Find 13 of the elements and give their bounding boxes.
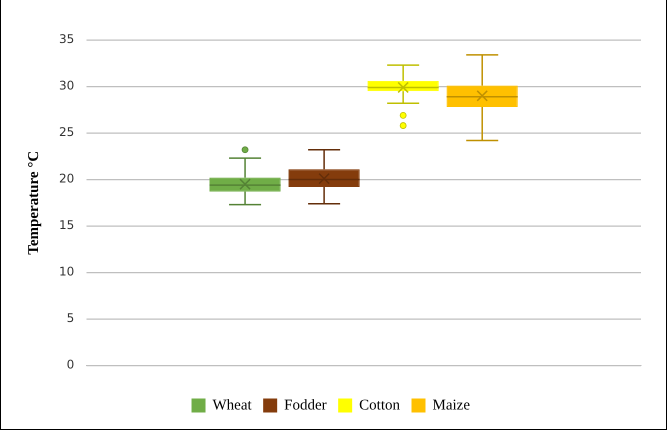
legend-label: Maize (432, 397, 470, 414)
legend-label: Fodder (284, 397, 327, 414)
y-tick-label: 5 (66, 311, 74, 326)
y-tick-label: 35 (58, 32, 74, 46)
y-tick-label: 15 (58, 218, 74, 232)
y-tick-label: 25 (58, 125, 74, 140)
y-tick-label: 0 (66, 358, 74, 372)
legend-label: Wheat (212, 397, 252, 414)
legend-label: Cotton (359, 397, 400, 414)
y-tick-label: 30 (58, 78, 74, 93)
y-axis-title: Temperature °C (26, 150, 42, 255)
y-tick-label: 10 (58, 264, 74, 279)
y-tick-label: 20 (58, 172, 74, 186)
